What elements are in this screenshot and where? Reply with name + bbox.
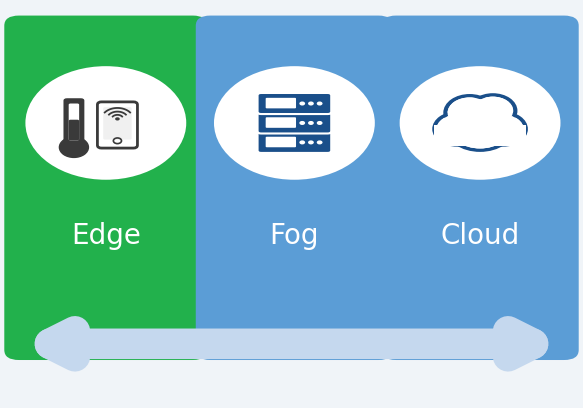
Bar	[434, 125, 526, 146]
FancyBboxPatch shape	[266, 98, 296, 109]
Text: Edge: Edge	[71, 222, 141, 251]
FancyBboxPatch shape	[266, 137, 296, 147]
Circle shape	[317, 102, 322, 106]
Bar	[434, 127, 526, 146]
Circle shape	[437, 115, 477, 143]
Text: Cloud: Cloud	[440, 222, 519, 251]
Circle shape	[448, 98, 491, 128]
Circle shape	[483, 115, 524, 143]
Circle shape	[308, 121, 314, 125]
Circle shape	[445, 95, 494, 130]
Circle shape	[448, 98, 491, 128]
FancyBboxPatch shape	[258, 93, 331, 114]
Circle shape	[308, 140, 314, 144]
FancyBboxPatch shape	[196, 16, 393, 360]
Circle shape	[27, 68, 184, 177]
FancyBboxPatch shape	[4, 16, 208, 360]
Circle shape	[470, 95, 516, 127]
Circle shape	[317, 140, 322, 144]
Circle shape	[447, 104, 514, 151]
FancyBboxPatch shape	[69, 104, 79, 140]
Circle shape	[59, 137, 89, 157]
FancyBboxPatch shape	[258, 113, 331, 133]
Circle shape	[299, 140, 305, 144]
Circle shape	[216, 68, 373, 177]
FancyBboxPatch shape	[97, 102, 138, 148]
Circle shape	[483, 115, 524, 143]
FancyBboxPatch shape	[258, 132, 331, 153]
Circle shape	[299, 121, 305, 125]
Circle shape	[480, 113, 526, 145]
Circle shape	[473, 97, 513, 125]
FancyBboxPatch shape	[64, 98, 85, 148]
Circle shape	[308, 102, 314, 106]
FancyBboxPatch shape	[381, 16, 579, 360]
Circle shape	[317, 121, 322, 125]
Text: Fog: Fog	[270, 222, 319, 251]
Circle shape	[449, 106, 511, 149]
Circle shape	[473, 97, 513, 125]
Circle shape	[402, 68, 559, 177]
Circle shape	[437, 115, 477, 143]
Circle shape	[449, 106, 511, 149]
Circle shape	[434, 113, 480, 145]
Circle shape	[299, 102, 305, 106]
FancyBboxPatch shape	[103, 107, 132, 140]
FancyBboxPatch shape	[266, 117, 296, 128]
Circle shape	[115, 117, 120, 120]
FancyBboxPatch shape	[69, 120, 79, 140]
